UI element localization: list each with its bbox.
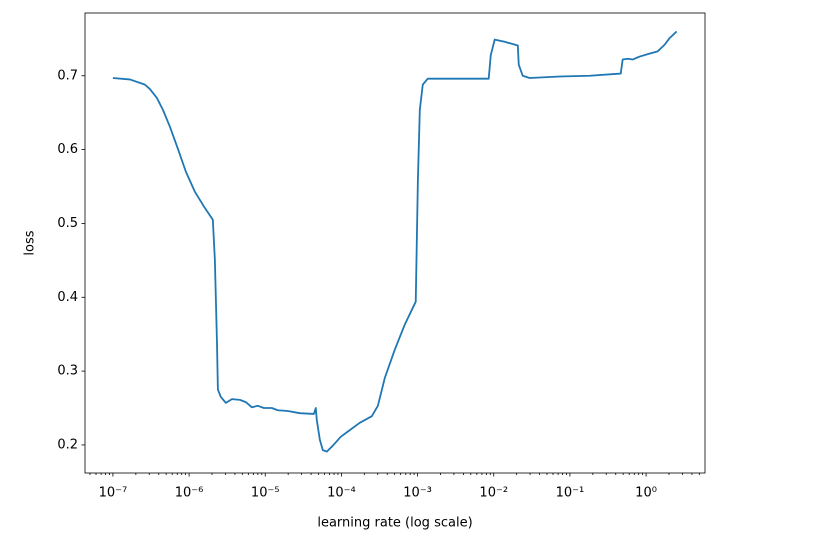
x-tick-label: 10⁻¹ (556, 486, 585, 501)
x-tick-label: 10⁻² (479, 486, 508, 501)
y-tick-label: 0.6 (57, 142, 78, 157)
y-axis-label: loss (23, 230, 38, 255)
y-tick-label: 0.3 (57, 364, 78, 379)
y-tick-label: 0.7 (57, 68, 78, 83)
x-tick-label: 10⁻⁵ (251, 486, 280, 501)
y-tick-label: 0.4 (57, 290, 78, 305)
axes-frame (84, 12, 706, 474)
y-tick-label: 0.5 (57, 216, 78, 231)
y-tick-label: 0.2 (57, 437, 78, 452)
x-tick-label: 10⁰ (635, 486, 657, 501)
x-axis-label: learning rate (log scale) (317, 516, 472, 531)
x-tick-label: 10⁻³ (403, 486, 432, 501)
x-tick-label: 10⁻⁶ (175, 486, 204, 501)
loss-line (112, 30, 678, 453)
x-tick-label: 10⁻⁴ (327, 486, 356, 501)
x-tick-label: 10⁻⁷ (99, 486, 128, 501)
